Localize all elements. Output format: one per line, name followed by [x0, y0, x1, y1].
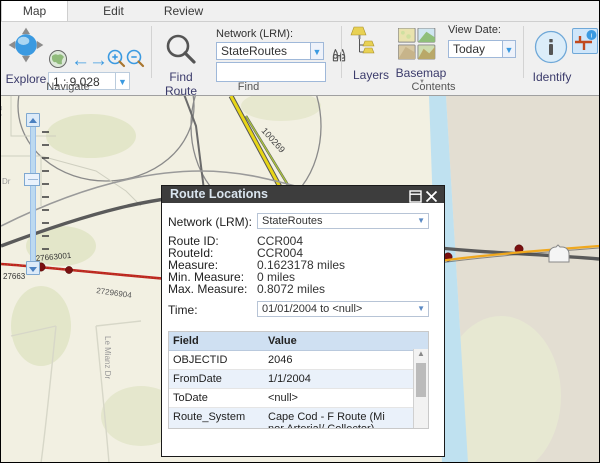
svg-text:Dr: Dr [2, 177, 11, 186]
svg-text:Le Mianz Dr: Le Mianz Dr [103, 336, 112, 379]
svg-text:27663: 27663 [3, 272, 26, 281]
svg-text:i: i [591, 33, 592, 40]
svg-text:Pa: Pa [1, 106, 4, 116]
